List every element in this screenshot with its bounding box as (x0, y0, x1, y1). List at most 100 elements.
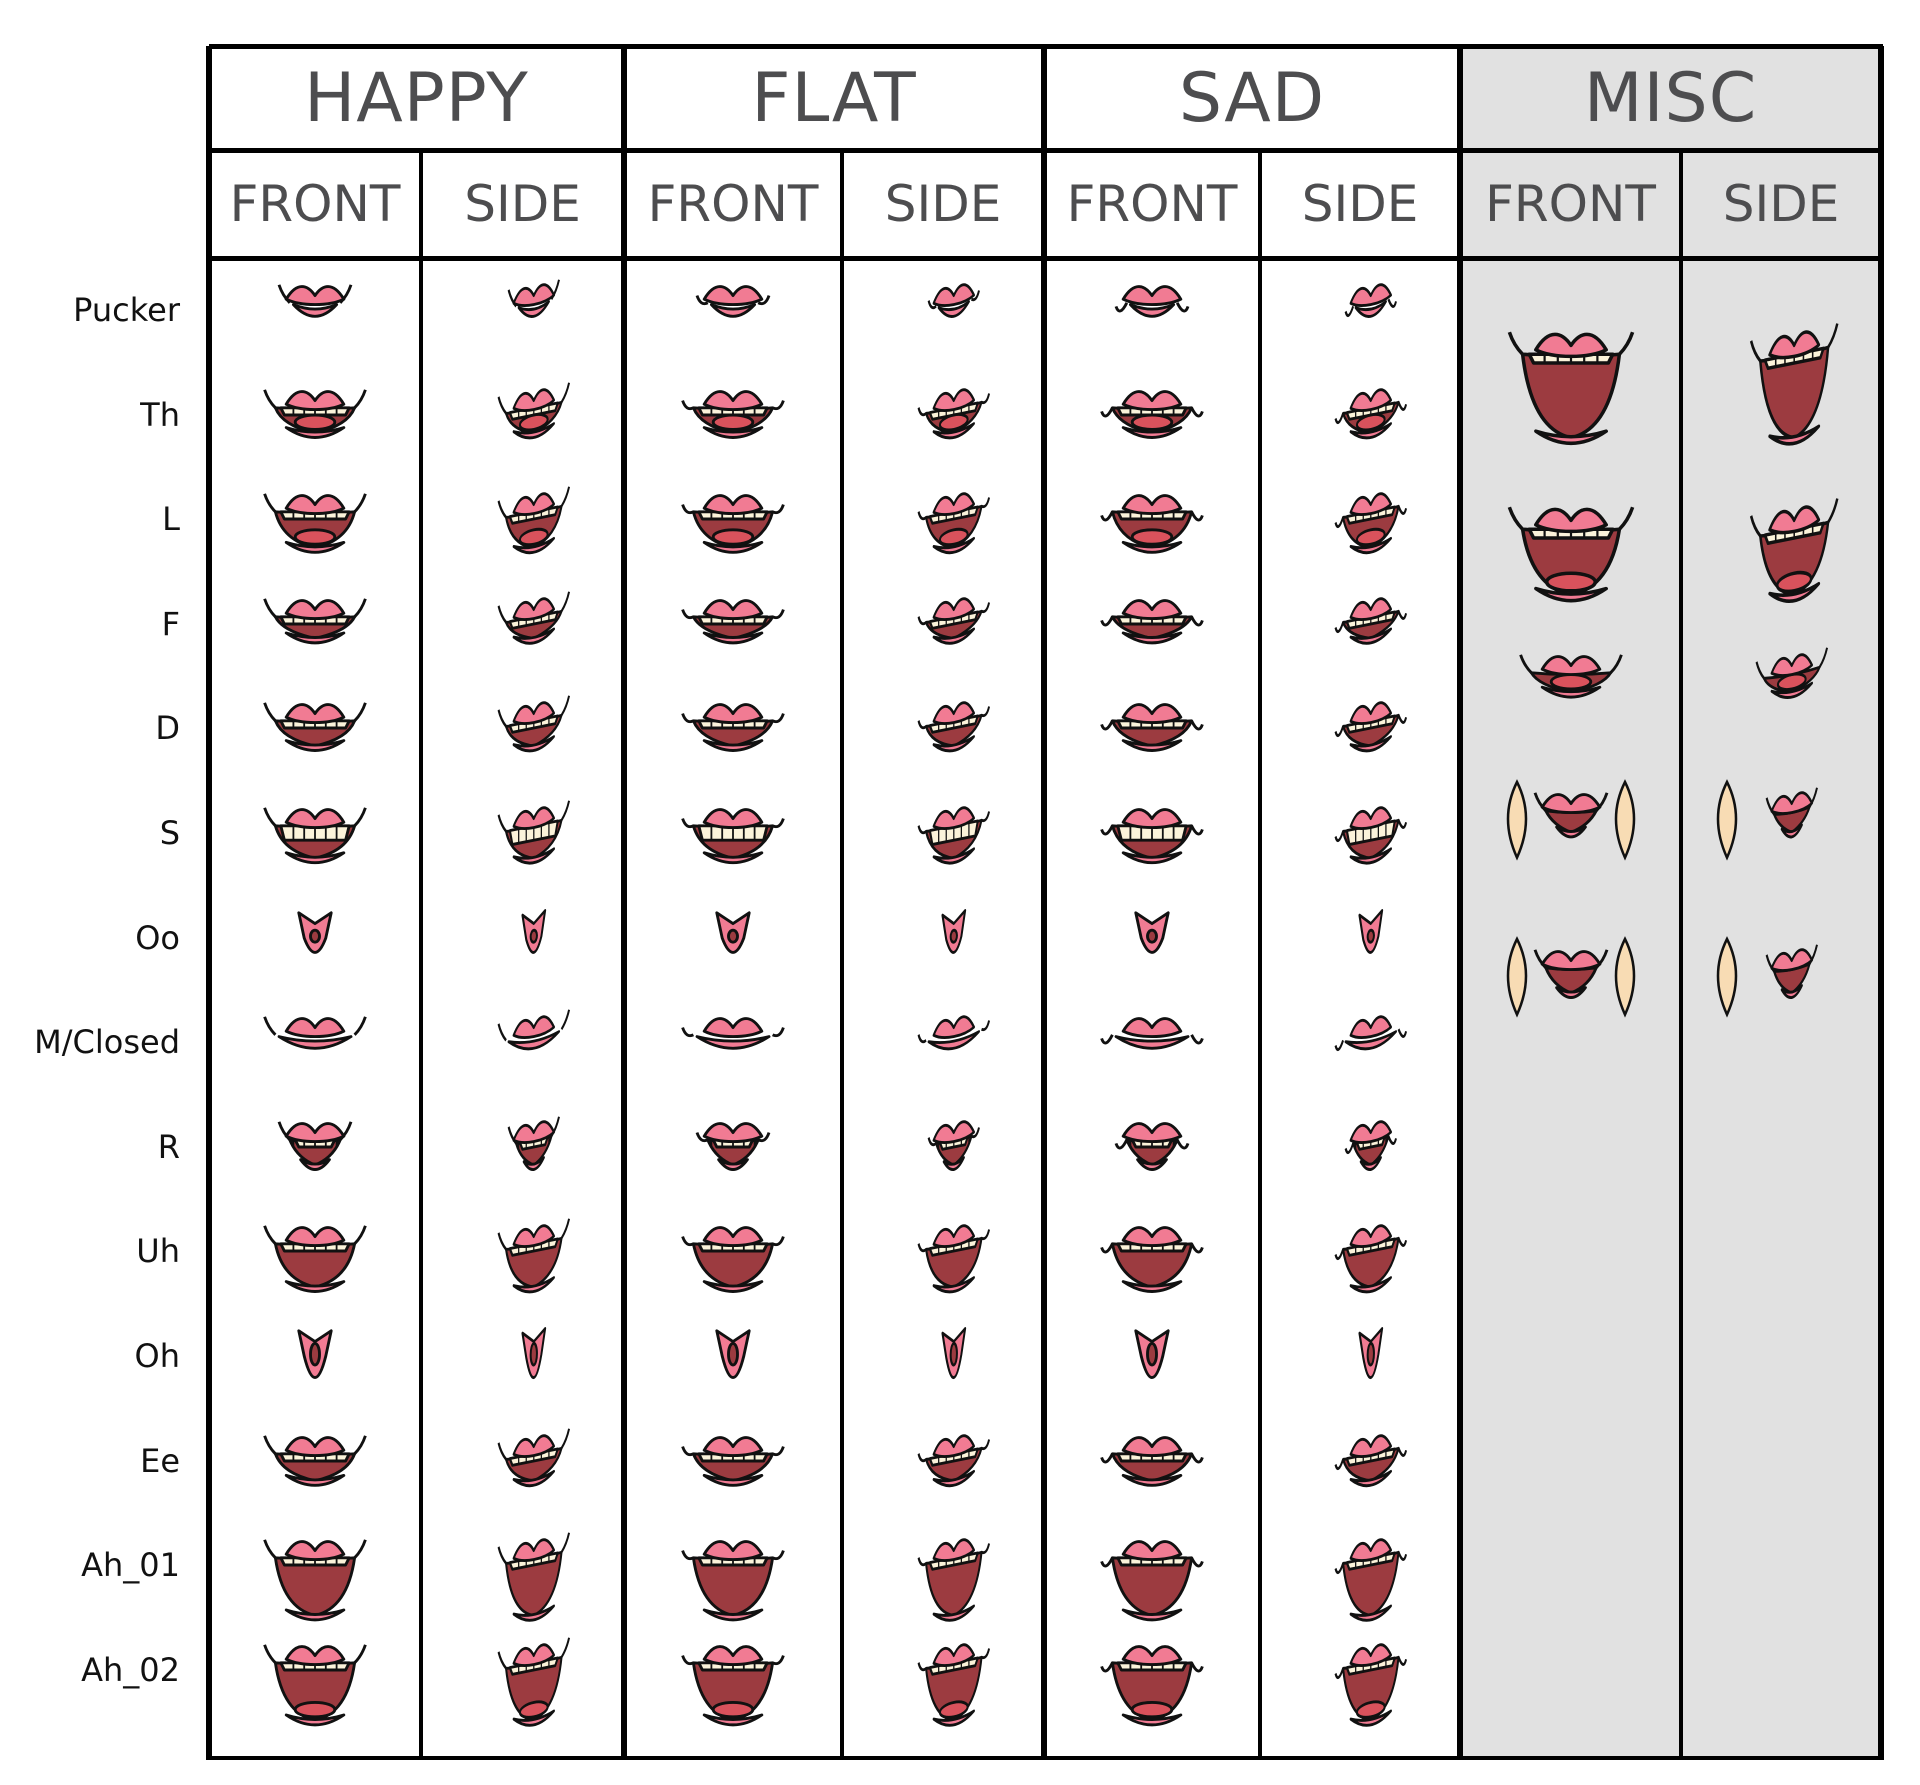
mouth-happy-side-r (507, 1116, 560, 1171)
mouth-flat-side-uh (917, 1224, 991, 1294)
misc-wide-open-mouth-side (1749, 323, 1839, 446)
mouth-flat-side-th (917, 387, 991, 439)
mouth-sad-front-f (1100, 598, 1204, 645)
mouth-flat-side-r (927, 1120, 980, 1171)
mouth-happy-front-ah-02 (263, 1644, 367, 1727)
mouth-happy-side-m-closed (497, 1009, 570, 1051)
misc-column-background (1460, 46, 1881, 1758)
mouth-sad-side-s (1334, 806, 1408, 865)
mouth-flat-front-oh (715, 1329, 751, 1379)
grid-line (1041, 46, 1047, 1760)
row-label: R (157, 1127, 180, 1166)
mouth-flat-side-ee (917, 1433, 991, 1487)
row-label: M/Closed (34, 1023, 180, 1062)
mouth-sad-side-f (1334, 597, 1408, 645)
mouth-happy-front-s (263, 807, 367, 865)
subheader-happy-front: FRONT (229, 175, 401, 233)
mouth-happy-side-ah-01 (497, 1532, 570, 1622)
mouth-happy-side-f (497, 591, 570, 645)
mouth-happy-front-l (263, 493, 367, 554)
mouth-sad-front-th (1100, 389, 1204, 439)
mouth-flat-side-m-closed (917, 1015, 991, 1051)
mouth-happy-front-r (277, 1121, 353, 1171)
mouth-happy-front-d (263, 702, 367, 753)
mouth-sad-side-uh (1334, 1224, 1408, 1294)
mouth-flat-front-uh (681, 1226, 785, 1294)
group-header-misc: MISC (1583, 58, 1758, 138)
mouth-sad-side-ah-02 (1334, 1643, 1408, 1727)
mouth-sad-front-ah-01 (1100, 1540, 1204, 1622)
mouth-flat-side-ah-01 (917, 1538, 991, 1622)
mouth-happy-front-m-closed (263, 1016, 367, 1050)
mouth-sad-front-oh (1134, 1329, 1170, 1379)
misc-tongue-out-mouth-front (1518, 654, 1623, 699)
misc-cheek-pucker-mouth-side (1716, 779, 1818, 861)
mouth-flat-front-oo (715, 910, 751, 954)
mouth-flat-side-ah-02 (917, 1643, 991, 1727)
row-label: L (162, 500, 180, 539)
row-label: S (159, 814, 180, 852)
mouth-flat-side-l (917, 492, 991, 555)
mouth-sad-front-d (1100, 703, 1204, 753)
mouth-sad-front-uh (1100, 1226, 1204, 1294)
mouth-sad-side-th (1334, 387, 1408, 439)
mouth-sad-front-s (1100, 808, 1204, 865)
subheader-sad-front: FRONT (1066, 175, 1238, 233)
mouth-flat-front-ee (681, 1435, 785, 1487)
mouth-flat-front-f (681, 598, 785, 645)
mouth-happy-side-ee (497, 1428, 570, 1487)
grid-line (1679, 150, 1683, 1758)
misc-open-tongue-mouth-front (1507, 506, 1634, 603)
subheader-flat-front: FRONT (647, 175, 819, 233)
mouth-flat-side-s (917, 806, 991, 865)
mouth-happy-side-d (497, 695, 570, 753)
row-label: Uh (136, 1232, 180, 1271)
misc-open-tongue-mouth-side (1749, 498, 1839, 603)
mouth-flat-front-ah-02 (681, 1644, 785, 1727)
misc-cheek-open-mouth-side (1716, 936, 1818, 1018)
subheader-happy-side: SIDE (464, 175, 581, 233)
group-header-sad: SAD (1178, 58, 1326, 138)
mouth-sad-front-r (1114, 1121, 1190, 1171)
mouth-sad-front-oo (1134, 910, 1170, 954)
mouth-happy-side-uh (497, 1218, 570, 1294)
mouth-sad-side-r (1344, 1120, 1397, 1171)
row-label: D (155, 709, 180, 748)
grid-line (1878, 46, 1884, 1760)
subheader-misc-front: FRONT (1485, 175, 1656, 233)
subheader-misc-side: SIDE (1722, 175, 1840, 233)
mouth-happy-front-ah-01 (263, 1539, 367, 1622)
mouth-sad-front-pucker (1114, 285, 1190, 318)
grid-line (206, 46, 212, 1760)
mouth-happy-side-pucker (507, 279, 560, 318)
row-label: Ah_01 (81, 1546, 180, 1585)
misc-cheek-open-mouth-front (1506, 936, 1635, 1018)
mouth-flat-front-s (681, 808, 785, 865)
mouth-sad-front-m-closed (1100, 1017, 1204, 1050)
mouth-happy-side-ah-02 (497, 1637, 570, 1727)
mouth-happy-side-l (497, 486, 570, 555)
mouth-happy-side-s (497, 800, 570, 865)
row-label: Pucker (73, 291, 180, 329)
mouth-flat-side-oo (941, 908, 967, 954)
row-label: F (161, 604, 180, 643)
mouth-happy-front-ee (263, 1434, 367, 1487)
group-header-flat: FLAT (751, 58, 917, 138)
mouth-flat-side-pucker (927, 283, 980, 318)
mouth-flat-side-d (917, 701, 991, 753)
row-label: Th (140, 395, 180, 434)
mouth-sad-side-pucker (1344, 283, 1397, 318)
mouth-happy-front-oh (297, 1329, 333, 1379)
mouth-flat-side-f (917, 597, 991, 645)
mouth-happy-front-f (263, 598, 367, 645)
mouth-flat-side-oh (941, 1327, 967, 1380)
misc-wide-open-mouth-front (1507, 331, 1634, 445)
subheader-flat-side: SIDE (884, 175, 1002, 233)
mouth-flat-front-d (681, 703, 785, 753)
row-label: Oh (134, 1337, 180, 1375)
mouth-flat-front-r (695, 1121, 771, 1171)
mouth-sad-side-oo (1358, 908, 1384, 954)
mouth-happy-front-pucker (277, 284, 353, 318)
mouth-happy-front-th (263, 388, 367, 439)
mouth-sad-side-m-closed (1334, 1015, 1408, 1052)
